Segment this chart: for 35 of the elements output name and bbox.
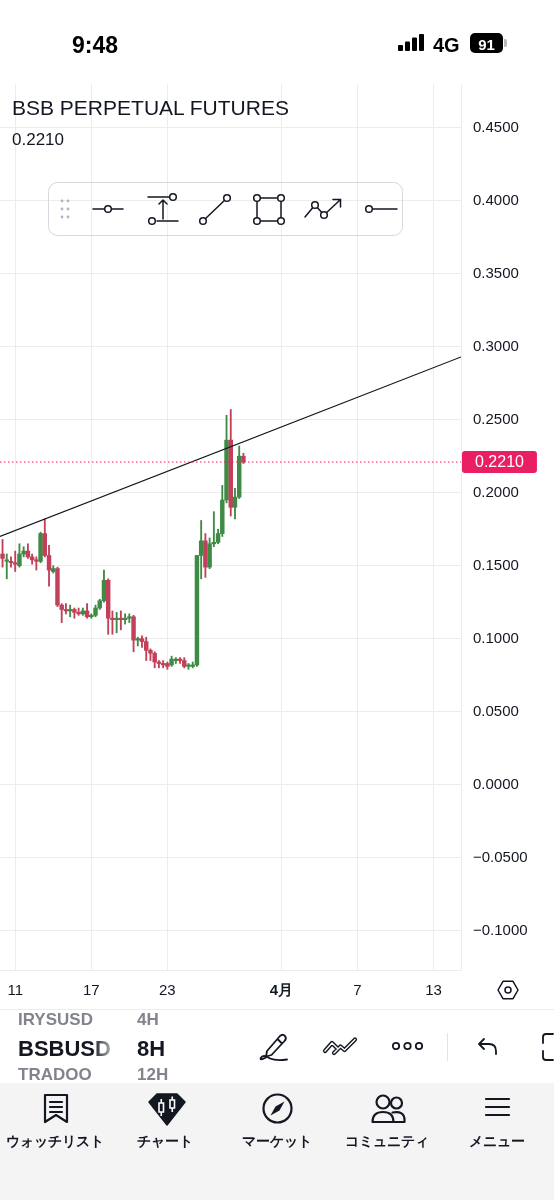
ref-line-label: 0.2210 bbox=[475, 453, 525, 471]
text: TRADOO bbox=[18, 1065, 92, 1085]
y-tick-label: −0.1000 bbox=[473, 920, 528, 938]
text: 9:48 bbox=[72, 32, 119, 59]
annotation: 0.2210 bbox=[12, 130, 64, 150]
x-tick-label: 7 bbox=[353, 981, 362, 999]
y-tick-label: 0.0500 bbox=[473, 701, 519, 719]
x-tick-label: 23 bbox=[159, 981, 176, 999]
y-tick-label: 0.4000 bbox=[473, 190, 519, 208]
y-tick-label: 0.4500 bbox=[473, 117, 519, 135]
candlestick bbox=[114, 612, 119, 634]
y-tick-label: 0.3500 bbox=[473, 263, 519, 281]
text: ウォッチリスト bbox=[6, 1133, 104, 1151]
text: コミュニティ bbox=[345, 1133, 429, 1151]
y-tick-label: 0.1500 bbox=[473, 555, 519, 573]
y-tick-label: −0.0500 bbox=[473, 847, 528, 865]
text: メニュー bbox=[469, 1133, 525, 1151]
x-tick-label: 17 bbox=[82, 981, 100, 999]
y-tick-label: 0.2500 bbox=[473, 409, 519, 427]
text: 4G bbox=[433, 34, 460, 57]
text: BSBUSD bbox=[18, 1036, 111, 1062]
y-tick-label: 0.1000 bbox=[473, 628, 519, 646]
text: 4H bbox=[137, 1010, 159, 1030]
text: BSB PERPETUAL FUTURES bbox=[12, 96, 289, 120]
x-tick-label: 11 bbox=[7, 981, 23, 999]
text: マーケット bbox=[242, 1133, 312, 1151]
y-tick-label: 0.2000 bbox=[473, 482, 519, 500]
text: 8H bbox=[137, 1036, 166, 1062]
y-tick-label: 0.0000 bbox=[473, 774, 519, 792]
x-tick-label: 13 bbox=[425, 981, 442, 999]
y-tick-label: 0.3000 bbox=[473, 336, 519, 354]
text: IRYSUSD bbox=[18, 1010, 93, 1030]
x-tick-label: 4月 bbox=[269, 981, 294, 999]
text: チャート bbox=[137, 1133, 193, 1151]
text: 12H bbox=[137, 1065, 169, 1085]
